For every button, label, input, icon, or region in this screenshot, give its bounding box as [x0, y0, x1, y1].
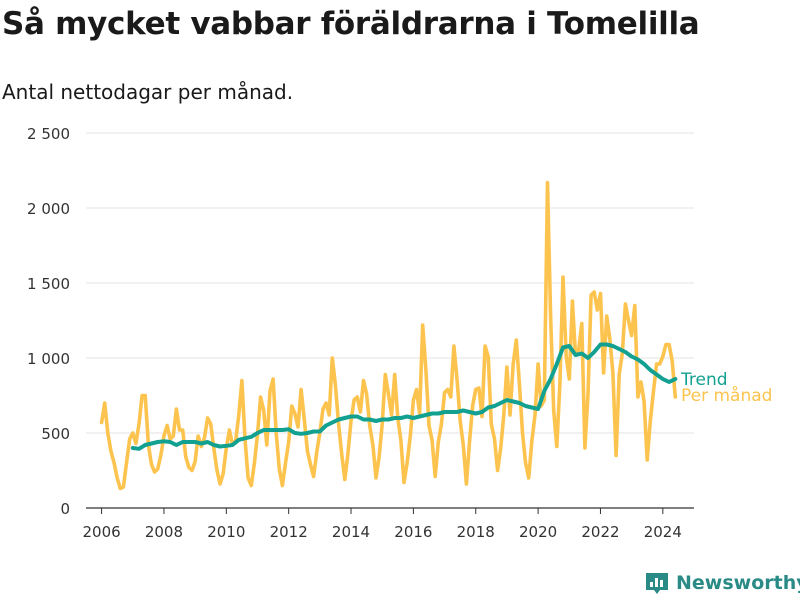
- y-tick-label: 2 500: [27, 125, 70, 143]
- x-tick-label: 2022: [581, 523, 619, 541]
- y-tick-label: 0: [60, 500, 70, 518]
- legend-label-trend: Trend: [680, 370, 728, 390]
- x-tick-label: 2016: [394, 523, 432, 541]
- x-tick-label: 2010: [207, 523, 245, 541]
- newsworthy-logo-icon: [646, 573, 668, 594]
- chart-title: Så mycket vabbar föräldrarna i Tomelilla: [2, 6, 700, 42]
- x-tick-label: 2020: [519, 523, 557, 541]
- legend-label-per-manad: Per månad: [681, 385, 772, 406]
- x-tick-label: 2012: [270, 523, 308, 541]
- newsworthy-brand: Newsworthy: [644, 570, 800, 596]
- x-tick-label: 2008: [145, 523, 183, 541]
- x-tick-label: 2018: [457, 523, 495, 541]
- series-line-trend: [130, 342, 678, 451]
- brand-name: Newsworthy: [676, 572, 800, 594]
- chart-subtitle: Antal nettodagar per månad.: [2, 80, 294, 104]
- x-tick-label: 2014: [332, 523, 370, 541]
- y-tick-label: 2 000: [27, 200, 70, 218]
- x-tick-label: 2006: [82, 523, 120, 541]
- y-tick-label: 1 000: [27, 350, 70, 368]
- y-tick-label: 1 500: [27, 275, 70, 293]
- x-tick-label: 2024: [644, 523, 682, 541]
- y-tick-label: 500: [41, 425, 70, 443]
